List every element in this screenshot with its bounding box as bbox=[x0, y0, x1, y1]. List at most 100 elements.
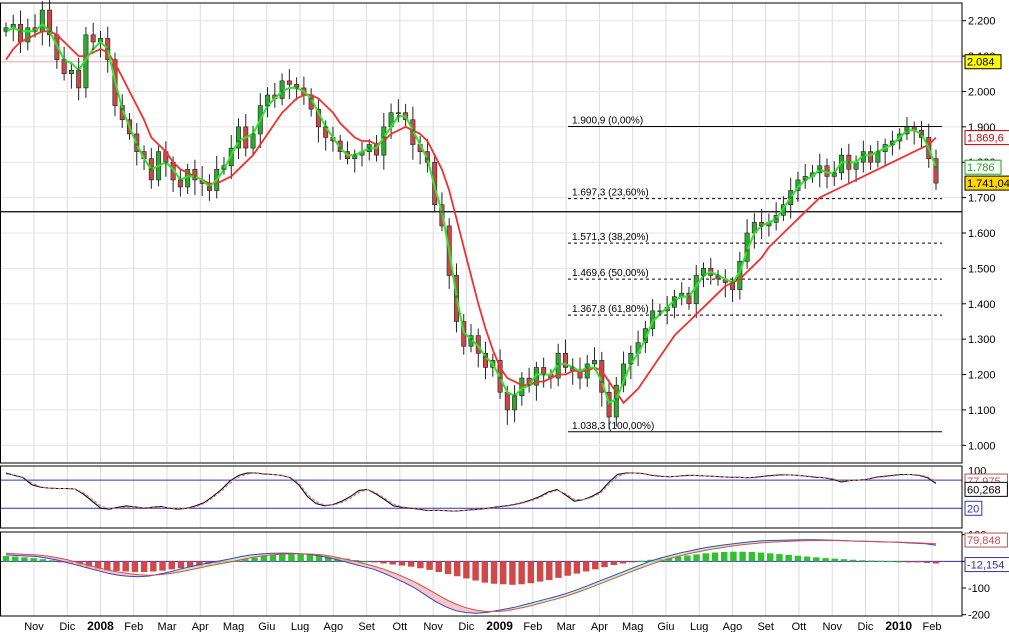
moving-average-marker bbox=[702, 274, 705, 277]
macd-histogram-bar bbox=[380, 561, 387, 564]
macd-histogram-bar bbox=[140, 561, 148, 572]
macd-histogram-bar bbox=[2, 556, 10, 562]
macd-fill bbox=[588, 581, 599, 589]
moving-average-marker bbox=[120, 107, 124, 111]
x-tick-label: Mag bbox=[223, 621, 244, 632]
macd-fill bbox=[639, 561, 650, 569]
moving-average-marker bbox=[106, 47, 110, 51]
value-tags: 2.0841.869,61.7861.741,0477,97560,268207… bbox=[964, 54, 1009, 573]
y-tick-label: 1.000 bbox=[968, 440, 996, 452]
x-tick-label: Feb bbox=[923, 621, 942, 632]
macd-histogram-bar bbox=[21, 557, 28, 562]
macd-histogram-bar bbox=[610, 561, 617, 566]
moving-average-marker bbox=[4, 29, 8, 33]
moving-average-marker bbox=[745, 249, 749, 253]
macd-histogram-bar bbox=[536, 561, 544, 582]
moving-average-marker bbox=[338, 146, 342, 150]
moving-average-marker bbox=[789, 196, 793, 200]
value-tag-box bbox=[964, 175, 1009, 191]
x-tick-label: Ago bbox=[324, 621, 344, 632]
moving-average-marker bbox=[556, 362, 560, 366]
y-axis: 2.2002.1002.0001.9001.8001.7001.6001.500… bbox=[962, 16, 996, 622]
macd-histogram-bar bbox=[767, 553, 774, 562]
macd-fill bbox=[690, 548, 701, 554]
candle-body bbox=[853, 161, 859, 170]
macd-histogram-bar bbox=[776, 554, 783, 562]
macd-fill bbox=[414, 582, 426, 595]
macd-fill bbox=[455, 604, 466, 613]
macd-tick-label: -100 bbox=[968, 583, 990, 595]
y-tick-label: 1.100 bbox=[968, 405, 996, 417]
candle-body bbox=[61, 59, 67, 75]
moving-average-marker bbox=[484, 355, 487, 359]
x-tick-label: Dic bbox=[858, 621, 874, 632]
moving-average-marker bbox=[440, 210, 444, 214]
macd-fill bbox=[230, 556, 242, 562]
macd-fill bbox=[353, 560, 364, 567]
macd-fill bbox=[57, 557, 68, 563]
moving-average-marker bbox=[353, 153, 357, 157]
value-tag-label: 1.786 bbox=[967, 162, 995, 174]
macd-histogram-bar bbox=[168, 561, 175, 570]
x-tick-label: Lug bbox=[690, 621, 708, 632]
horizontal-lines bbox=[0, 61, 962, 213]
macd-histogram-bar bbox=[39, 559, 47, 562]
candle-body bbox=[592, 360, 597, 365]
macd-histogram-bar bbox=[601, 561, 608, 568]
moving-average-marker bbox=[934, 165, 938, 169]
macd-fill bbox=[629, 565, 640, 573]
grid bbox=[0, 3, 962, 616]
x-tick-label: Apr bbox=[591, 621, 608, 632]
moving-average-marker bbox=[629, 362, 633, 366]
macd-histogram-bar bbox=[831, 558, 838, 562]
macd-fill bbox=[527, 601, 538, 607]
moving-average-marker bbox=[396, 114, 400, 118]
macd-histogram-bar bbox=[564, 561, 571, 576]
moving-average-marker bbox=[905, 128, 909, 132]
macd-fill bbox=[741, 541, 753, 545]
x-tick-label: Feb bbox=[523, 621, 542, 632]
moving-average-line bbox=[5, 30, 937, 405]
value-tag-label: 1.741,04 bbox=[967, 178, 1009, 190]
macd-fill bbox=[200, 562, 211, 568]
macd-fill bbox=[404, 577, 415, 588]
x-tick-label: Dic bbox=[458, 621, 474, 632]
macd-histogram-bar bbox=[113, 561, 120, 571]
fib-level-label: 1.697,3 (23,60%) bbox=[572, 188, 649, 199]
macd-histogram-bar bbox=[150, 561, 157, 572]
macd-histogram-bar bbox=[849, 559, 857, 562]
macd-histogram-bar bbox=[905, 561, 912, 563]
macd-histogram-bar bbox=[417, 561, 424, 569]
macd-fill bbox=[210, 560, 221, 566]
candle-body bbox=[868, 151, 874, 163]
macd-fill bbox=[649, 558, 661, 565]
macd-histogram-bar bbox=[840, 559, 848, 562]
macd-histogram-bar bbox=[923, 561, 931, 563]
x-tick-label: Giu bbox=[657, 621, 674, 632]
y-tick-label: 1.500 bbox=[968, 263, 996, 275]
macd-fill bbox=[465, 607, 477, 614]
moving-average-marker bbox=[324, 125, 328, 129]
moving-average-marker bbox=[527, 383, 531, 387]
value-tag-box bbox=[964, 130, 1009, 146]
macd-histogram-bar bbox=[159, 561, 166, 571]
y-tick-label: 1.300 bbox=[968, 334, 996, 346]
moving-average-marker bbox=[19, 29, 22, 33]
macd-histogram-bar bbox=[730, 551, 737, 562]
macd-histogram-bar bbox=[803, 556, 811, 562]
macd-histogram-bar bbox=[490, 561, 498, 584]
macd-histogram-bar bbox=[242, 559, 249, 562]
macd-histogram-bar bbox=[444, 561, 452, 575]
moving-average-marker bbox=[62, 58, 66, 62]
macd-histogram-bar bbox=[573, 561, 581, 574]
x-tick-label: 2010 bbox=[885, 619, 912, 632]
x-tick-label: Set bbox=[358, 621, 375, 632]
macd-fill bbox=[516, 604, 528, 609]
macd-histogram-bar bbox=[131, 561, 139, 572]
value-tag-box bbox=[964, 500, 983, 516]
macd-histogram-bar bbox=[794, 555, 802, 562]
value-tag-box bbox=[964, 557, 1009, 573]
value-tag-box bbox=[964, 159, 1002, 175]
x-tick-label: Ott bbox=[393, 621, 408, 632]
